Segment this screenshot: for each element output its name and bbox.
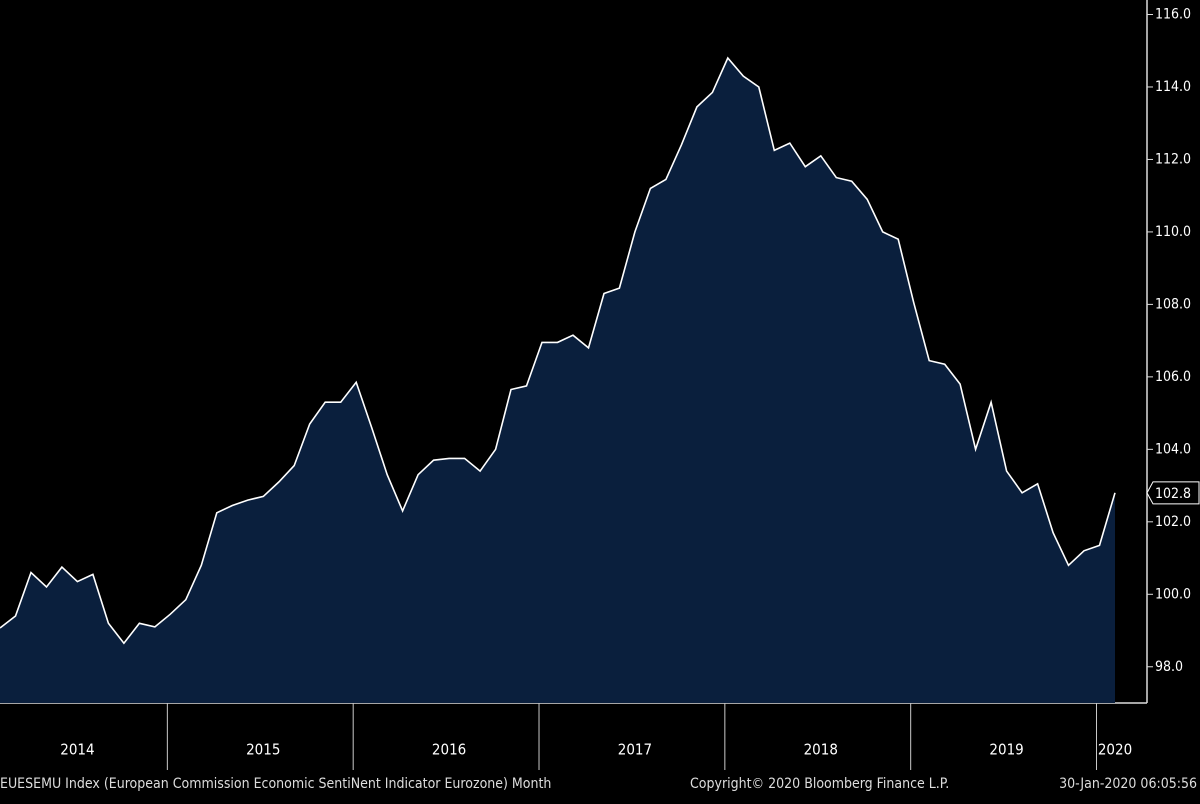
y-tick-label: 110.0	[1155, 224, 1191, 240]
x-tick-label: 2017	[618, 741, 652, 759]
y-tick-label: 98.0	[1155, 659, 1183, 675]
y-tick-label: 100.0	[1155, 586, 1191, 602]
y-tick-label: 106.0	[1155, 369, 1191, 385]
footer-left: EUESEMU Index (European Commission Econo…	[0, 776, 551, 792]
x-tick-label: 2014	[60, 741, 94, 759]
y-tick-label: 114.0	[1155, 79, 1191, 95]
x-tick-label: 2016	[432, 741, 466, 759]
last-value-label: 102.8	[1155, 486, 1191, 502]
line	[0, 56, 1116, 645]
area	[0, 58, 1115, 703]
y-tick-label: 102.0	[1155, 514, 1191, 530]
y-tick-label: 112.0	[1155, 151, 1191, 167]
y-tick-label: 108.0	[1155, 296, 1191, 312]
last-value-tag	[1146, 481, 1200, 505]
x-tick-label: 2019	[989, 741, 1023, 759]
x-tick-label: 2015	[246, 741, 280, 759]
x-tick-label: 2018	[804, 741, 838, 759]
x-tick-label: 2020	[1098, 741, 1132, 759]
footer-right: 30-Jan-2020 06:05:56	[1059, 776, 1197, 792]
y-tick-label: 116.0	[1155, 6, 1191, 22]
y-tick-label: 104.0	[1155, 441, 1191, 457]
footer-center: Copyright© 2020 Bloomberg Finance L.P.	[690, 776, 949, 792]
